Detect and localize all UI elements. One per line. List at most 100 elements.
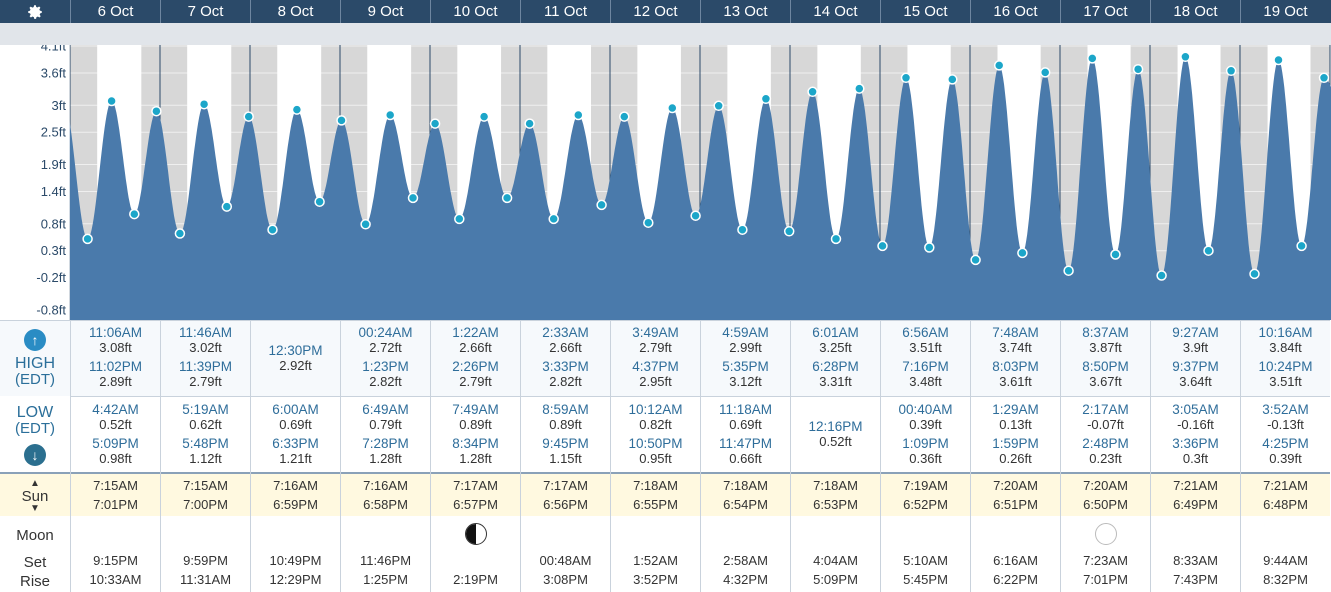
sunset-time: 6:54PM (723, 497, 768, 512)
tide-point[interactable] (1203, 245, 1214, 256)
high-height: 2.82ft (369, 374, 402, 389)
tide-point[interactable] (619, 111, 630, 122)
low-time: 5:48PM (182, 436, 229, 451)
high-label-block: ↑ HIGH (EDT) (0, 320, 70, 396)
tide-point[interactable] (360, 219, 371, 230)
low-time: 4:42AM (92, 402, 139, 417)
tide-point[interactable] (1063, 265, 1074, 276)
high-time: 9:27AM (1172, 325, 1219, 340)
moonset-time: 00:48AM (539, 553, 592, 568)
tide-point[interactable] (1318, 72, 1330, 84)
low-time: 8:34PM (452, 436, 499, 451)
tide-point[interactable] (900, 72, 912, 84)
date-cell: 15 Oct (880, 0, 970, 23)
tide-point[interactable] (151, 105, 162, 117)
tide-point[interactable] (1249, 268, 1260, 280)
moonset-time: 9:15PM (93, 553, 138, 568)
tide-point[interactable] (429, 118, 441, 129)
tide-point[interactable] (1132, 63, 1144, 75)
sunset-time: 6:52PM (903, 497, 948, 512)
tide-point[interactable] (1087, 53, 1098, 64)
tide-point[interactable] (454, 213, 465, 225)
tide-point[interactable] (314, 196, 325, 207)
y-tick-label: -0.8ft (36, 303, 66, 318)
low-time: 6:49AM (362, 402, 409, 417)
tide-point[interactable] (174, 228, 186, 239)
tide-point[interactable] (336, 115, 347, 126)
high-time: 8:50PM (1082, 359, 1129, 374)
tide-point[interactable] (924, 242, 935, 253)
tide-point[interactable] (970, 254, 981, 266)
tide-point[interactable] (1225, 65, 1237, 77)
tide-point[interactable] (478, 111, 490, 122)
day-column: 10:16AM 3.84ft 10:24PM 3.51ft 3:52AM -0.13ft 4… (1240, 320, 1330, 592)
moonset-time: 6:16AM (993, 553, 1038, 568)
tide-point[interactable] (713, 100, 724, 112)
y-tick-label: -0.2ft (36, 270, 66, 285)
tide-point[interactable] (384, 109, 396, 121)
high-height: 2.79ft (639, 340, 672, 355)
high-height: 2.79ft (189, 374, 222, 389)
low-time: 10:50PM (628, 436, 683, 451)
date-cell: 10 Oct (430, 0, 520, 23)
tide-point[interactable] (947, 74, 958, 85)
tide-point[interactable] (106, 95, 117, 107)
tide-point[interactable] (267, 224, 278, 235)
gear-icon[interactable] (0, 0, 70, 23)
moonrise-time: 5:45PM (903, 572, 948, 587)
tide-curve (69, 56, 1331, 320)
tide-point[interactable] (407, 192, 419, 204)
tide-point[interactable] (1273, 54, 1284, 66)
tide-point[interactable] (501, 192, 513, 204)
low-height: 0.52ft (819, 434, 852, 449)
tide-point[interactable] (596, 199, 607, 211)
date-cell: 11 Oct (520, 0, 610, 23)
tide-point[interactable] (667, 102, 678, 114)
low-time: 11:18AM (718, 402, 773, 417)
tide-point[interactable] (221, 201, 233, 212)
high-time: 2:33AM (542, 325, 589, 340)
high-time: 1:22AM (452, 325, 499, 340)
tide-point[interactable] (573, 109, 584, 121)
tide-point[interactable] (1296, 240, 1307, 252)
tide-point[interactable] (1180, 51, 1191, 63)
tide-point[interactable] (1110, 249, 1121, 260)
tide-point[interactable] (830, 233, 842, 245)
low-time: 6:33PM (272, 436, 319, 451)
tide-point[interactable] (548, 213, 559, 225)
tide-point[interactable] (1017, 247, 1028, 259)
moonrise-time: 1:25PM (363, 572, 408, 587)
tide-point[interactable] (737, 224, 748, 235)
tide-point[interactable] (760, 93, 772, 105)
day-column: 8:37AM 3.87ft 8:50PM 3.67ft 2:17AM -0.07ft 2:4… (1060, 320, 1150, 592)
tide-point[interactable] (82, 233, 93, 245)
high-height: 2.95ft (639, 374, 672, 389)
tide-point[interactable] (1156, 270, 1167, 281)
date-cell: 6 Oct (70, 0, 160, 23)
tide-point[interactable] (807, 86, 818, 98)
moonset-time: 9:59PM (183, 553, 228, 568)
date-cell: 8 Oct (250, 0, 340, 23)
tide-point[interactable] (243, 111, 254, 122)
sunrise-time: 7:21AM (1173, 478, 1218, 493)
high-time: 8:03PM (992, 359, 1039, 374)
low-height: 0.62ft (189, 417, 222, 432)
tide-point[interactable] (993, 60, 1005, 71)
high-time: 9:37PM (1172, 359, 1219, 374)
tide-point[interactable] (783, 226, 795, 237)
tide-point[interactable] (129, 208, 140, 220)
high-height: 3.67ft (1089, 374, 1122, 389)
tide-point[interactable] (198, 98, 210, 110)
tide-point[interactable] (877, 240, 888, 252)
tide-point[interactable] (854, 83, 865, 94)
low-time: 10:12AM (628, 402, 683, 417)
tide-point[interactable] (524, 118, 535, 129)
moonset-time: 11:46PM (359, 553, 412, 568)
low-time: 3:36PM (1172, 436, 1219, 451)
tide-point[interactable] (1039, 67, 1051, 78)
tide-point[interactable] (291, 104, 303, 115)
tide-point[interactable] (690, 210, 701, 221)
low-time: 1:59PM (992, 436, 1039, 451)
tide-point[interactable] (643, 217, 654, 228)
low-height: 0.3ft (1182, 451, 1209, 466)
